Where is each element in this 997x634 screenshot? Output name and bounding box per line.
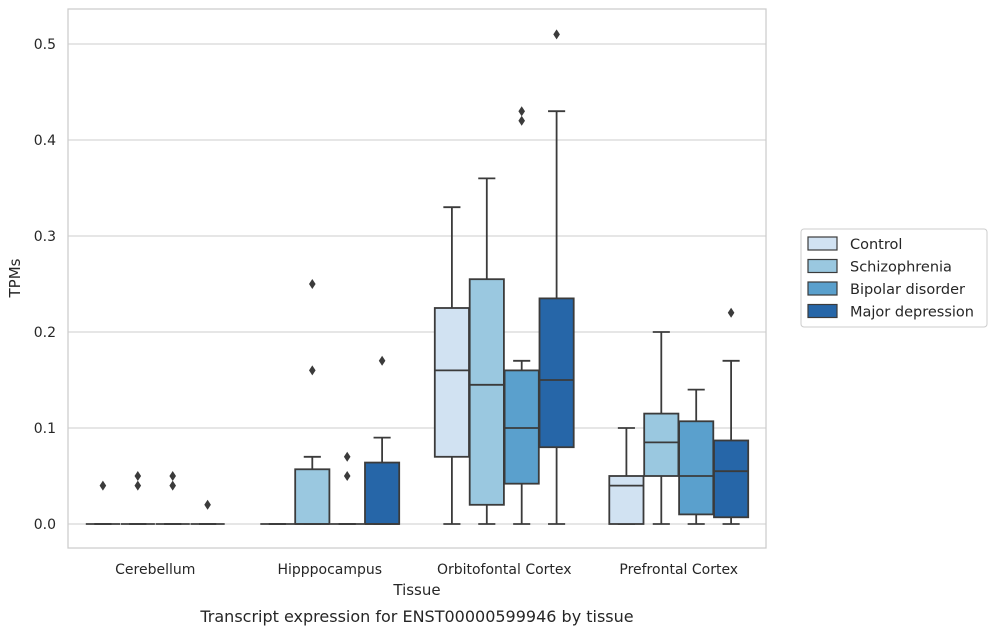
outlier-point xyxy=(518,106,525,117)
x-tick-label: Cerebellum xyxy=(115,562,195,578)
outlier-point xyxy=(727,307,735,318)
box-body xyxy=(643,412,680,477)
outlier-point xyxy=(343,451,351,462)
series-group xyxy=(190,29,750,525)
legend-item: Schizophrenia xyxy=(807,258,952,276)
box-body xyxy=(713,439,750,519)
box-series-layer xyxy=(85,29,750,525)
plot-area-frame xyxy=(67,8,767,549)
y-axis-ticks: 0.0 0.1 0.2 0.3 0.4 0.5 xyxy=(34,37,56,533)
box-body xyxy=(364,461,401,525)
outlier-point xyxy=(204,499,211,510)
box-element xyxy=(433,206,470,525)
outlier-point xyxy=(309,279,316,289)
legend-item: Major depression xyxy=(807,303,974,321)
y-tick-label: 0.0 xyxy=(34,517,56,533)
box-body xyxy=(538,297,575,449)
outlier-point xyxy=(343,471,351,481)
x-axis-title: Tissue xyxy=(392,581,440,599)
series-group xyxy=(85,206,645,525)
box-element xyxy=(155,471,190,525)
y-tick-label: 0.5 xyxy=(34,37,56,53)
box-body xyxy=(503,369,540,485)
box-element xyxy=(713,307,750,525)
box-element xyxy=(85,480,121,525)
outlier-point xyxy=(134,471,142,481)
y-tick-label: 0.3 xyxy=(34,229,56,245)
box-element xyxy=(120,471,155,525)
legend-swatch xyxy=(807,236,838,251)
y-tick-label: 0.4 xyxy=(34,133,56,149)
series-group xyxy=(120,177,680,525)
legend: Control Schizophrenia Bipolar disorder Majo… xyxy=(800,228,988,328)
box-element xyxy=(468,177,505,525)
outlier-point xyxy=(99,480,107,491)
box-element xyxy=(503,106,540,525)
outlier-point xyxy=(553,29,560,40)
legend-frame xyxy=(800,228,988,328)
box-body xyxy=(294,468,331,525)
box-element xyxy=(190,499,225,525)
x-axis-ticks: Cerebellum Hipppocampus Orbitofontal Corte… xyxy=(115,562,738,578)
x-tick-label: Orbitofontal Cortex xyxy=(437,562,572,578)
outlier-point xyxy=(309,365,316,376)
legend-items: Control Schizophrenia Bipolar disorder Majo… xyxy=(807,236,974,321)
box-body xyxy=(608,475,645,525)
box-element xyxy=(364,355,401,525)
box-element xyxy=(608,427,645,525)
outlier-point xyxy=(169,480,176,491)
series-group xyxy=(155,106,715,525)
box-element xyxy=(538,29,575,525)
legend-swatch xyxy=(807,258,838,274)
legend-item: Bipolar disorder xyxy=(807,281,965,298)
legend-label: Control xyxy=(850,237,902,253)
y-tick-label: 0.1 xyxy=(34,421,56,437)
box-body xyxy=(433,307,470,458)
y-tick-label: 0.2 xyxy=(34,325,56,341)
y-axis-title: TPMs xyxy=(6,258,24,298)
legend-item: Control xyxy=(807,236,902,253)
outlier-point xyxy=(518,115,525,126)
legend-label: Schizophrenia xyxy=(850,260,952,276)
box-element xyxy=(294,279,331,525)
x-tick-label: Prefrontal Cortex xyxy=(619,562,738,578)
outlier-point xyxy=(134,480,142,491)
legend-swatch xyxy=(807,303,838,319)
box-element xyxy=(330,451,365,525)
box-body xyxy=(678,420,715,516)
box-element xyxy=(643,331,680,525)
legend-label: Bipolar disorder xyxy=(850,282,965,298)
legend-swatch xyxy=(807,281,838,296)
legend-label: Major depression xyxy=(850,305,974,321)
box-body xyxy=(468,278,505,506)
chart-caption: Transcript expression for ENST0000059994… xyxy=(199,607,633,626)
x-tick-label: Hipppocampus xyxy=(277,562,382,578)
outlier-point xyxy=(169,471,176,481)
box-element xyxy=(678,388,715,525)
outlier-point xyxy=(378,355,386,366)
